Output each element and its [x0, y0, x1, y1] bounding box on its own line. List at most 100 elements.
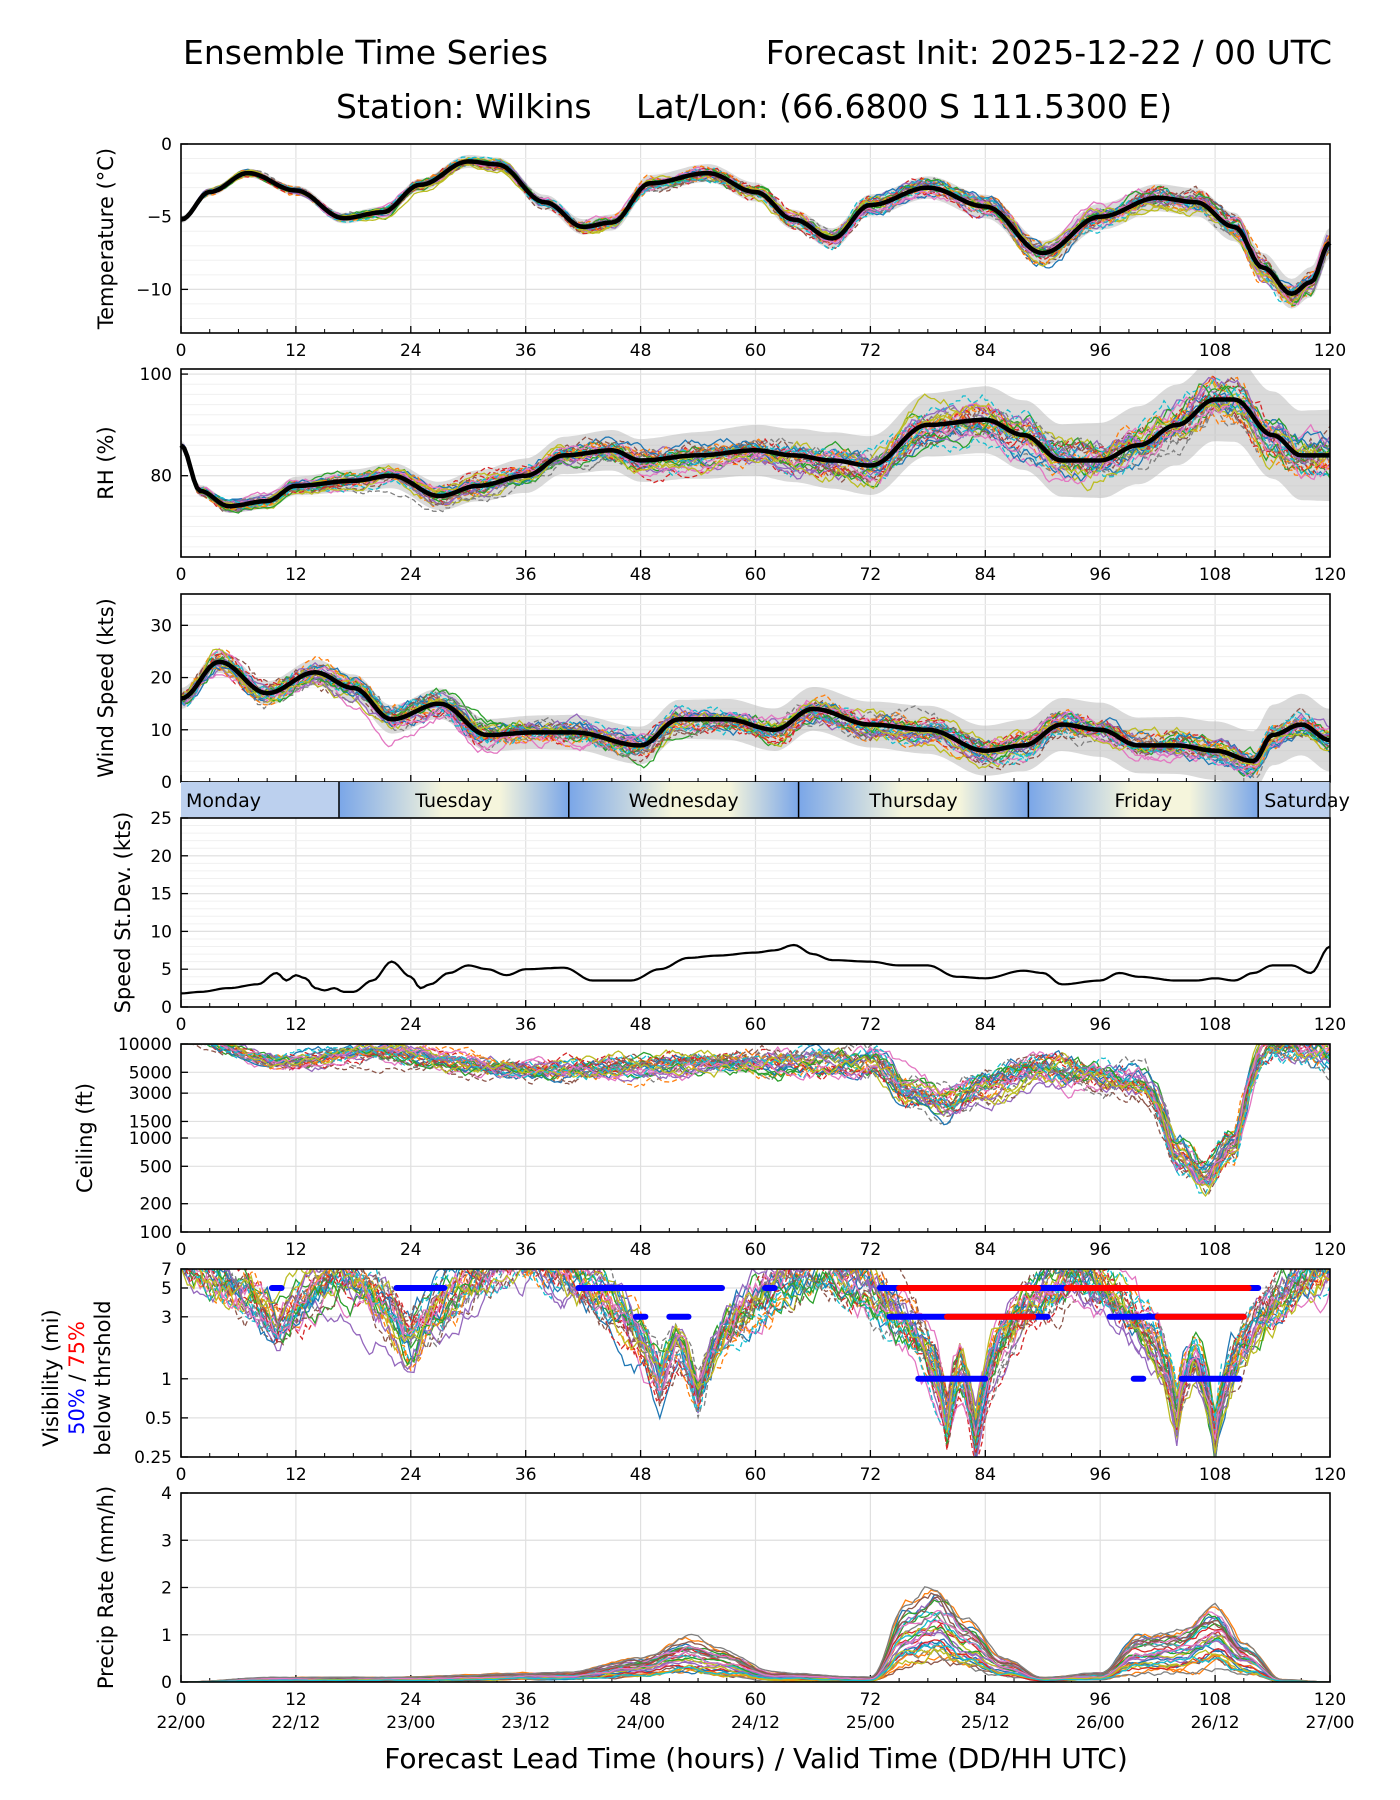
- ensemble-member-line: [209, 1269, 1330, 1440]
- speed-stdev-panel: 0 5 10 15 20 25 Speed St.Dev. (kts) 0 12 24 36 48 60…: [111, 809, 1346, 1035]
- x-tick-label: 0: [176, 1015, 187, 1035]
- x-tick-label: 0: [176, 1240, 187, 1260]
- panel-frame: [180, 1043, 1331, 1233]
- ensemble-mean-line: [179, 397, 1330, 509]
- y-tick-label: 0: [161, 135, 172, 155]
- x-valid-label: 24/00: [616, 1713, 665, 1733]
- day-label: Monday: [186, 790, 261, 812]
- ensemble-mean-line: [180, 659, 1331, 764]
- y-tick-label: 7: [161, 1260, 172, 1280]
- y-tick-label: 1500: [129, 1112, 172, 1132]
- ensemble-member-line: [181, 658, 1330, 768]
- y-tick-label: 2: [161, 1579, 172, 1599]
- ensemble-member-line: [181, 1044, 1330, 1166]
- vis-ylabel-line1: Visibility (mi): [39, 1309, 63, 1446]
- ensemble-mean-line: [180, 159, 1332, 297]
- x-tick-label: 120: [1314, 1465, 1346, 1485]
- ensemble-member-line: [181, 1044, 1330, 1174]
- ensemble-member-line: [181, 667, 1330, 770]
- ensemble-member-line: [181, 1044, 1330, 1179]
- x-valid-label: 26/00: [1076, 1713, 1125, 1733]
- x-tick-label: 0: [176, 565, 187, 585]
- y-tick-label: 20: [150, 847, 172, 867]
- y-tick-label: 0.25: [134, 1448, 172, 1468]
- x-tick-label: 24: [400, 1465, 422, 1485]
- panel-frame: [180, 1268, 1331, 1458]
- x-valid-label: 26/12: [1191, 1713, 1240, 1733]
- x-tick-label: 24: [400, 1690, 422, 1710]
- x-tick-label: 120: [1314, 1240, 1346, 1260]
- ensemble-member-line: [181, 1044, 1330, 1185]
- x-tick-label: 108: [1199, 1465, 1231, 1485]
- y-tick-label: 4: [161, 1484, 172, 1504]
- x-tick-label: 24: [400, 341, 422, 361]
- y-axis-label: Precip Rate (mm/h): [94, 1486, 118, 1689]
- x-tick-label: 108: [1199, 341, 1231, 361]
- x-tick-label: 24: [400, 565, 422, 585]
- x-tick-label: 84: [974, 1465, 996, 1485]
- x-valid-label: 24/12: [731, 1713, 780, 1733]
- x-valid-label: 27/00: [1306, 1713, 1355, 1733]
- ensemble-member-line: [181, 1044, 1330, 1186]
- x-tick-label: 72: [860, 341, 882, 361]
- x-tick-label: 48: [630, 1015, 652, 1035]
- panel-frame: [180, 817, 1331, 1008]
- x-valid-label: 22/00: [157, 1713, 206, 1733]
- y-tick-label: 1: [161, 1626, 172, 1646]
- y-tick-label: −10: [136, 280, 172, 300]
- wind-speed-panel: 0 10 20 30 Wind Speed (kts): [94, 593, 1331, 793]
- visibility-panel: 75 3 1 0.5 0.250 12 24 36 48 60 72 84 96 108 120: [134, 1260, 1346, 1485]
- ensemble-member-line: [181, 1586, 1330, 1682]
- panel-frame: [180, 143, 1331, 334]
- y-tick-label: 15: [150, 885, 172, 905]
- x-tick-label: 48: [630, 565, 652, 585]
- panel-frame: [180, 368, 1331, 558]
- x-tick-label: 12: [285, 1690, 307, 1710]
- y-tick-label: 10: [150, 721, 172, 741]
- x-tick-label: 36: [515, 1690, 537, 1710]
- ensemble-member-line: [181, 662, 1330, 773]
- y-tick-label: 0: [161, 773, 172, 793]
- x-tick-label: 48: [630, 1240, 652, 1260]
- ensemble-member-line: [181, 1269, 1330, 1449]
- x-tick-label: 96: [1089, 1690, 1111, 1710]
- temperature-panel: 0 −5 −10 Temperature (°C) 0 12 24 36 48 60 72 84 96 1…: [94, 135, 1346, 361]
- x-valid-label: 25/12: [961, 1713, 1010, 1733]
- panel-frame: [180, 1492, 1331, 1683]
- ensemble-member-line: [181, 1044, 1330, 1195]
- y-tick-label: 0.5: [145, 1409, 172, 1429]
- x-tick-label: 12: [285, 1465, 307, 1485]
- ensemble-member-line: [181, 397, 1330, 506]
- day-label: Thursday: [868, 790, 957, 812]
- members-group: [181, 1044, 1330, 1198]
- x-tick-label: 36: [515, 1015, 537, 1035]
- x-tick-label: 60: [745, 1015, 767, 1035]
- x-tick-label: 84: [974, 341, 996, 361]
- x-tick-label: 96: [1089, 565, 1111, 585]
- ensemble-member-line: [181, 392, 1330, 507]
- x-tick-label: 120: [1314, 1690, 1346, 1710]
- y-tick-label: 3: [161, 1531, 172, 1551]
- x-tick-label: 60: [745, 1690, 767, 1710]
- station-label: Station: Wilkins: [336, 87, 592, 126]
- x-tick-label: 60: [745, 565, 767, 585]
- x-tick-label: 36: [515, 565, 537, 585]
- y-tick-label: 500: [140, 1157, 172, 1177]
- y-tick-label: 5000: [129, 1063, 172, 1083]
- x-tick-label: 60: [745, 1465, 767, 1485]
- ensemble-member-line: [181, 396, 1330, 507]
- y-tick-label: 5: [161, 1279, 172, 1299]
- vis-ylabel-line2: 50% / 75%: [65, 1321, 89, 1435]
- x-tick-label: 48: [630, 341, 652, 361]
- x-tick-label: 72: [860, 1240, 882, 1260]
- y-tick-label: 100: [140, 1223, 172, 1243]
- ensemble-member-line: [181, 1044, 1330, 1198]
- x-tick-label: 36: [515, 1465, 537, 1485]
- y-tick-label: 1: [161, 1370, 172, 1390]
- y-tick-label: 0: [161, 998, 172, 1018]
- x-tick-label: 60: [745, 341, 767, 361]
- members-group: [181, 1269, 1330, 1457]
